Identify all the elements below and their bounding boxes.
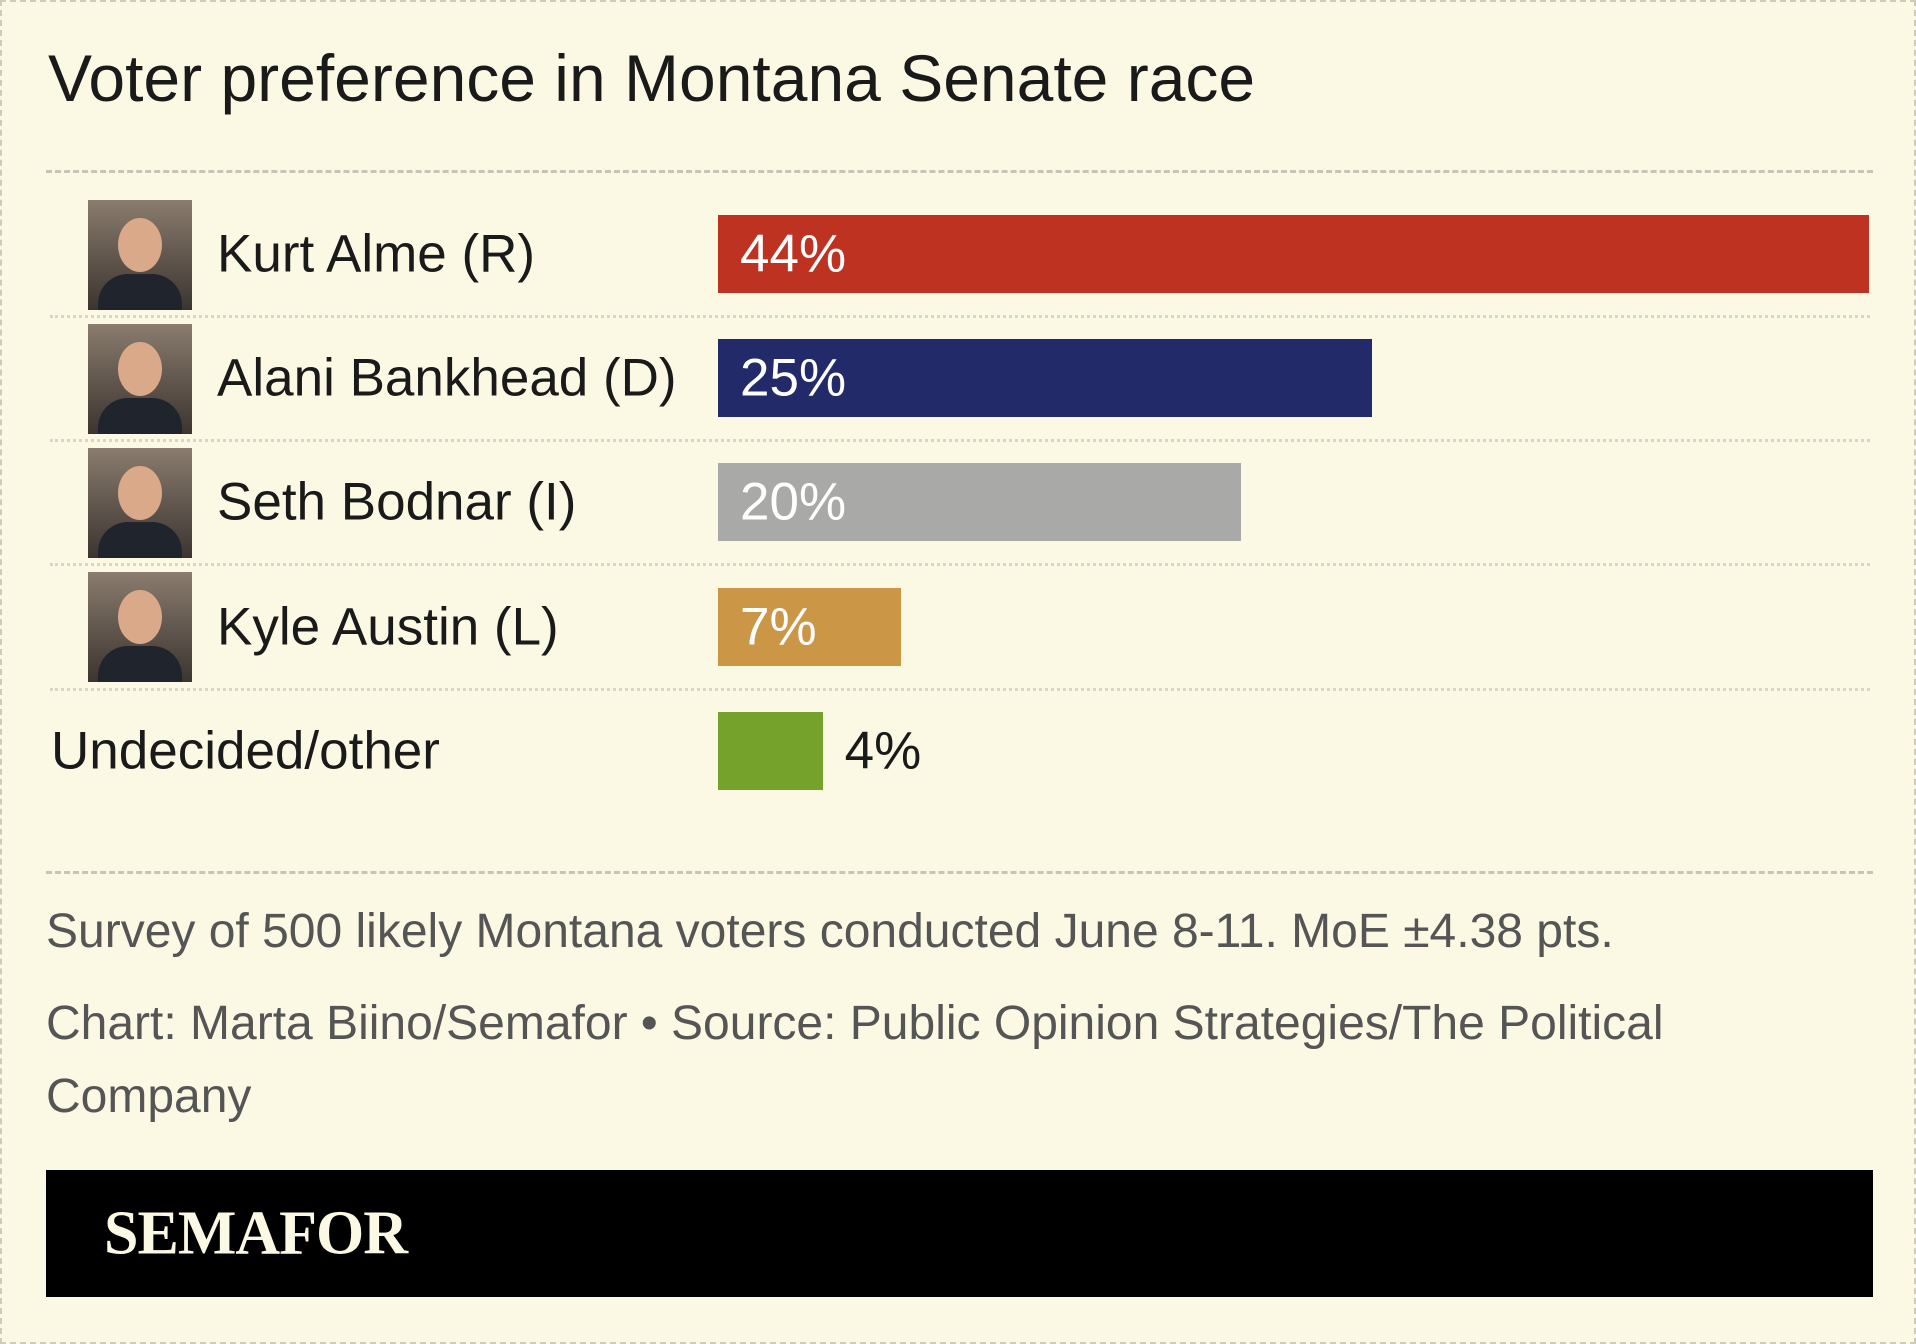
divider <box>46 871 1873 874</box>
row-separator <box>50 563 1870 567</box>
value-label: 7% <box>740 597 817 657</box>
divider <box>46 170 1873 173</box>
row-separator <box>50 687 1870 691</box>
value-label: 25% <box>740 348 847 408</box>
bar <box>718 339 1372 418</box>
value-label: 4% <box>844 721 922 781</box>
value-label: 44% <box>740 224 847 284</box>
row-separator <box>50 439 1870 443</box>
note: Survey of 500 likely Montana voters cond… <box>46 905 1614 958</box>
category-label: Kurt Alme (R) <box>217 224 536 284</box>
category-label: Seth Bodnar (I) <box>217 472 577 532</box>
candidate-photo <box>88 448 192 558</box>
value-label: 20% <box>740 472 847 532</box>
category-label: Alani Bankhead (D) <box>217 348 677 408</box>
candidate-photo <box>88 572 192 682</box>
bar <box>718 463 1242 542</box>
brand-bar: SEMAFOR <box>46 1170 1873 1297</box>
chart-title: Voter preference in Montana Senate race <box>48 41 1256 115</box>
bar <box>718 215 1869 293</box>
row-separator <box>50 315 1870 318</box>
candidate-photo <box>88 324 192 434</box>
candidate-photo <box>88 200 192 310</box>
category-label: Undecided/other <box>51 721 440 781</box>
category-label: Kyle Austin (L) <box>217 597 559 657</box>
bar <box>718 711 823 790</box>
logo: SEMAFOR <box>104 1199 408 1267</box>
bar <box>718 587 902 666</box>
source: Chart: Marta Biino/Semafor • Source: Pub… <box>46 997 1664 1123</box>
